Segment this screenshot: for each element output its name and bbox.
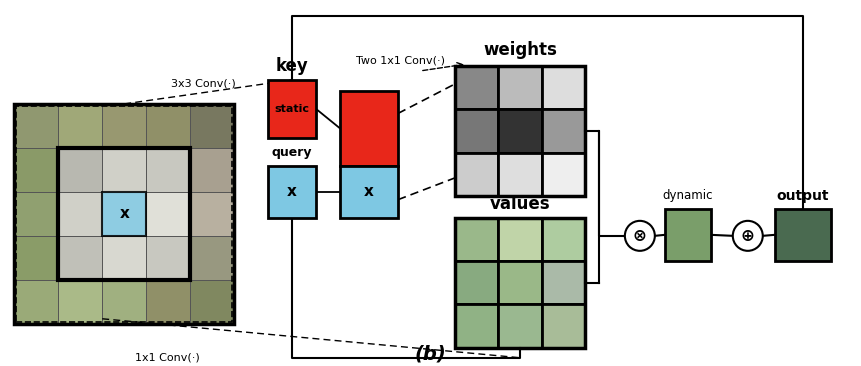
Bar bbox=[455, 261, 498, 305]
Bar bbox=[190, 104, 234, 148]
Bar bbox=[102, 280, 146, 324]
Bar bbox=[498, 218, 541, 261]
Bar bbox=[268, 166, 316, 218]
Bar bbox=[102, 192, 146, 236]
Text: 1x1 Conv(·): 1x1 Conv(·) bbox=[135, 353, 200, 363]
Circle shape bbox=[732, 221, 762, 251]
Text: output: output bbox=[776, 189, 828, 203]
Bar bbox=[102, 236, 146, 280]
Bar bbox=[59, 148, 190, 280]
Bar bbox=[541, 66, 585, 109]
Bar bbox=[59, 236, 102, 280]
Bar bbox=[541, 109, 585, 153]
Bar bbox=[190, 192, 234, 236]
Bar bbox=[15, 236, 59, 280]
Bar bbox=[102, 148, 146, 192]
Bar bbox=[541, 153, 585, 196]
Text: (b): (b) bbox=[413, 344, 445, 363]
Bar bbox=[190, 148, 234, 192]
Bar bbox=[102, 280, 146, 324]
Text: ⊕: ⊕ bbox=[740, 227, 754, 245]
Bar bbox=[146, 280, 190, 324]
Bar bbox=[455, 218, 585, 348]
Bar bbox=[340, 166, 398, 218]
Bar bbox=[541, 261, 585, 305]
Bar bbox=[190, 236, 234, 280]
Bar bbox=[455, 305, 498, 348]
Text: weights: weights bbox=[482, 41, 556, 59]
Bar bbox=[498, 305, 541, 348]
Bar bbox=[455, 66, 585, 196]
Bar bbox=[59, 236, 102, 280]
Bar bbox=[146, 192, 190, 236]
Text: query: query bbox=[271, 146, 312, 159]
Text: values: values bbox=[489, 195, 549, 213]
Bar bbox=[455, 66, 498, 109]
Bar bbox=[146, 104, 190, 148]
Bar bbox=[498, 109, 541, 153]
Bar bbox=[541, 218, 585, 261]
Bar bbox=[190, 280, 234, 324]
Bar bbox=[146, 148, 190, 192]
Bar bbox=[102, 104, 146, 148]
Bar bbox=[498, 261, 541, 305]
Bar bbox=[102, 236, 146, 280]
Bar bbox=[146, 148, 190, 192]
Bar bbox=[268, 80, 316, 138]
Bar bbox=[664, 209, 710, 261]
Bar bbox=[146, 236, 190, 280]
Bar bbox=[498, 66, 541, 109]
Bar bbox=[16, 106, 232, 322]
Bar bbox=[59, 192, 102, 236]
Bar bbox=[15, 192, 59, 236]
Bar bbox=[541, 305, 585, 348]
Circle shape bbox=[624, 221, 654, 251]
Bar bbox=[455, 109, 498, 153]
Text: x: x bbox=[287, 184, 297, 199]
Bar bbox=[15, 280, 59, 324]
Bar bbox=[59, 104, 102, 148]
Bar bbox=[59, 148, 102, 192]
Bar bbox=[15, 104, 234, 324]
Bar bbox=[340, 91, 398, 166]
Bar bbox=[102, 192, 146, 236]
Bar bbox=[102, 104, 146, 148]
Text: ⊗: ⊗ bbox=[632, 227, 646, 245]
Bar bbox=[455, 218, 498, 261]
Bar bbox=[15, 104, 59, 148]
Bar bbox=[59, 192, 102, 236]
Text: x: x bbox=[119, 206, 129, 221]
Bar bbox=[146, 192, 190, 236]
Bar bbox=[102, 192, 146, 236]
Text: x: x bbox=[363, 184, 374, 199]
Text: 3x3 Conv(·): 3x3 Conv(·) bbox=[170, 79, 235, 89]
Bar bbox=[15, 148, 59, 192]
Bar bbox=[774, 209, 830, 261]
Text: dynamic: dynamic bbox=[662, 189, 712, 202]
Bar bbox=[498, 153, 541, 196]
Bar bbox=[59, 280, 102, 324]
Bar bbox=[146, 236, 190, 280]
Bar bbox=[15, 280, 59, 324]
Text: static: static bbox=[275, 104, 309, 114]
Text: key: key bbox=[276, 57, 308, 75]
Bar bbox=[59, 104, 102, 148]
Text: Two 1x1 Conv(·): Two 1x1 Conv(·) bbox=[355, 56, 444, 66]
Bar bbox=[455, 153, 498, 196]
Bar bbox=[102, 148, 146, 192]
Bar bbox=[59, 280, 102, 324]
Bar bbox=[15, 104, 59, 148]
Bar bbox=[59, 148, 102, 192]
